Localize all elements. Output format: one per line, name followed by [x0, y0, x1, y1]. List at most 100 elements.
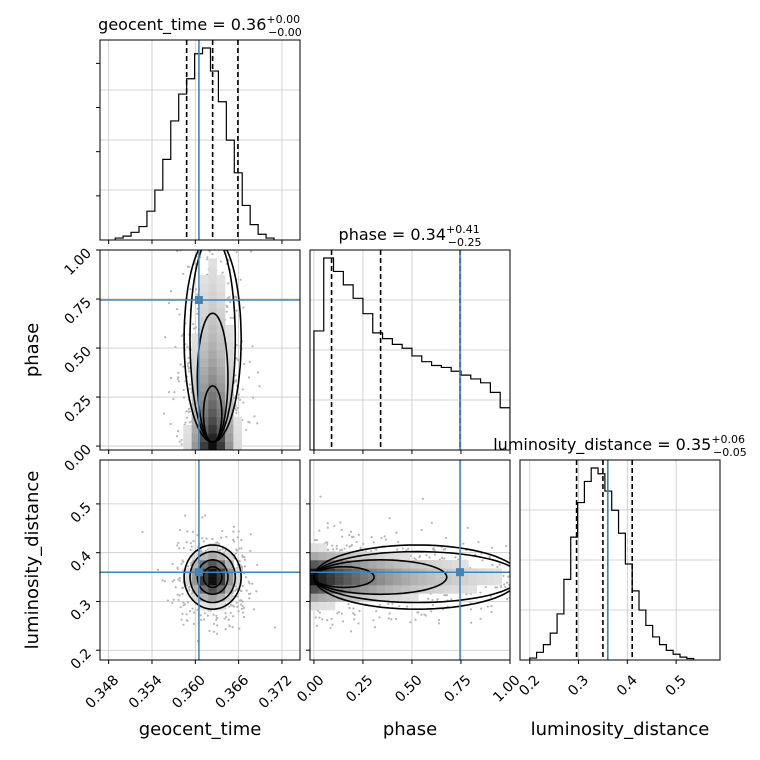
joint-luminosity_distance-vs-phase-point: [506, 581, 509, 584]
joint-luminosity_distance-vs-phase-density-cell: [326, 593, 336, 602]
joint-luminosity_distance-vs-geocent_time-density-cell: [216, 551, 226, 561]
joint-phase-vs-geocent_time-density-cell: [208, 291, 217, 301]
joint-luminosity_distance-vs-phase-density-cell: [368, 585, 377, 594]
joint-phase-vs-geocent_time-point: [168, 391, 171, 394]
joint-luminosity_distance-vs-phase-density-cell: [310, 543, 319, 552]
joint-luminosity_distance-vs-geocent_time-density-cell: [191, 551, 201, 561]
hist-phase-content: [310, 250, 510, 450]
joint-phase-vs-geocent_time-point: [194, 262, 197, 265]
joint-luminosity_distance-vs-geocent_time-point: [166, 599, 169, 602]
joint-luminosity_distance-vs-geocent_time-point: [176, 567, 179, 571]
joint-luminosity_distance-vs-phase-point: [387, 602, 390, 606]
joint-phase-vs-geocent_time-point: [234, 379, 237, 383]
joint-phase-vs-geocent_time-density-cell: [216, 341, 226, 351]
joint-luminosity_distance-vs-phase-point: [318, 529, 321, 532]
joint-luminosity_distance-vs-phase-density-cell: [418, 576, 427, 586]
joint-luminosity_distance-vs-phase-point: [443, 593, 446, 597]
joint-luminosity_distance-vs-geocent_time-point: [238, 627, 241, 630]
joint-luminosity_distance-vs-phase-point: [490, 610, 493, 614]
joint-luminosity_distance-vs-geocent_time-density-cell: [200, 601, 209, 611]
joint-luminosity_distance-vs-phase-point: [337, 611, 341, 614]
x-axis-label-phase: phase: [383, 719, 437, 740]
joint-phase-vs-geocent_time-density-cell: [200, 366, 209, 376]
joint-luminosity_distance-vs-geocent_time-point: [224, 612, 227, 615]
joint-luminosity_distance-vs-phase-border: [309, 459, 511, 661]
joint-luminosity_distance-vs-geocent_time-point: [249, 533, 252, 536]
joint-luminosity_distance-vs-phase-contour-3: [313, 544, 510, 611]
joint-luminosity_distance-vs-geocent_time-point: [141, 530, 144, 534]
joint-luminosity_distance-vs-phase-density-cell: [368, 560, 377, 569]
joint-phase-vs-geocent_time-density-cell: [200, 291, 209, 301]
joint-phase-vs-geocent_time-density-cell: [200, 316, 209, 326]
joint-luminosity_distance-vs-phase-density-cell: [376, 576, 386, 586]
joint-luminosity_distance-vs-phase-point: [480, 607, 483, 610]
joint-luminosity_distance-vs-phase-density-cell: [460, 585, 469, 594]
joint-luminosity_distance-vs-phase-density-cell: [310, 551, 319, 561]
joint-luminosity_distance-vs-geocent_time-point: [232, 615, 235, 618]
joint-phase-vs-geocent_time-density-cell: [208, 441, 217, 450]
joint-luminosity_distance-vs-geocent_time-point: [238, 547, 241, 550]
joint-luminosity_distance-vs-geocent_time-density-cell: [200, 585, 209, 594]
joint-luminosity_distance-vs-geocent_time-point: [248, 597, 251, 600]
joint-luminosity_distance-vs-geocent_time-point: [242, 606, 246, 609]
joint-phase-vs-geocent_time-point: [180, 438, 183, 442]
joint-luminosity_distance-vs-geocent_time-point: [191, 607, 194, 610]
joint-luminosity_distance-vs-phase-point: [481, 559, 484, 562]
joint-luminosity_distance-vs-phase-point: [387, 617, 390, 620]
joint-phase-vs-geocent_time-point: [235, 409, 238, 412]
joint-luminosity_distance-vs-phase-point: [315, 539, 318, 542]
joint-luminosity_distance-vs-geocent_time-point: [186, 530, 189, 533]
joint-luminosity_distance-vs-phase-density-cell: [393, 560, 402, 569]
joint-phase-vs-geocent_time-density-cell: [216, 308, 226, 317]
joint-luminosity_distance-vs-geocent_time-point: [173, 578, 176, 582]
joint-phase-vs-geocent_time-density-cell: [233, 416, 242, 426]
joint-luminosity_distance-vs-phase-density-cell: [435, 585, 444, 594]
joint-luminosity_distance-vs-geocent_time-point: [177, 598, 180, 602]
joint-luminosity_distance-vs-geocent_time-point: [242, 611, 245, 614]
joint-phase-vs-geocent_time-point: [205, 258, 209, 261]
joint-phase-vs-geocent_time-point: [182, 396, 186, 399]
joint-luminosity_distance-vs-phase-point: [430, 610, 433, 613]
joint-luminosity_distance-vs-phase-point: [353, 613, 356, 616]
joint-luminosity_distance-vs-phase-point: [454, 556, 457, 559]
joint-luminosity_distance-vs-phase-point: [433, 548, 436, 552]
joint-luminosity_distance-vs-geocent_time-point: [177, 578, 180, 581]
joint-phase-vs-geocent_time-point: [242, 401, 245, 404]
joint-phase-vs-geocent_time-point: [239, 398, 242, 401]
joint-luminosity_distance-vs-geocent_time-point: [224, 628, 227, 631]
joint-luminosity_distance-vs-phase-xtick-label-0: 0.00: [294, 672, 327, 705]
joint-phase-vs-geocent_time-density-cell: [216, 383, 226, 392]
joint-luminosity_distance-vs-geocent_time-point: [244, 576, 247, 579]
joint-phase-vs-geocent_time-density-cell: [191, 441, 201, 450]
joint-luminosity_distance-vs-geocent_time-point: [212, 630, 216, 633]
joint-luminosity_distance-vs-geocent_time-border: [99, 459, 301, 661]
joint-luminosity_distance-vs-phase-density-cell: [343, 593, 352, 602]
joint-phase-vs-geocent_time-point: [177, 380, 181, 383]
joint-luminosity_distance-vs-phase-point: [314, 538, 317, 542]
joint-luminosity_distance-vs-phase-point: [350, 535, 354, 538]
joint-luminosity_distance-vs-phase-density-cell: [385, 551, 394, 561]
joint-luminosity_distance-vs-phase-density-cell: [476, 576, 486, 586]
joint-phase-vs-geocent_time-density-cell: [208, 375, 217, 384]
joint-luminosity_distance-vs-phase-point: [450, 598, 453, 601]
joint-luminosity_distance-vs-phase-point: [350, 543, 354, 547]
joint-phase-vs-geocent_time-density-cell: [200, 308, 209, 317]
joint-luminosity_distance-vs-geocent_time-point: [228, 605, 231, 608]
joint-luminosity_distance-vs-phase-point: [326, 619, 329, 622]
joint-phase-vs-geocent_time-density-cell: [200, 408, 209, 417]
joint-luminosity_distance-vs-geocent_time-point: [227, 618, 230, 621]
joint-luminosity_distance-vs-phase-point: [380, 536, 383, 540]
joint-luminosity_distance-vs-geocent_time-xtick-label-4: 0.372: [256, 672, 296, 712]
joint-phase-vs-geocent_time-density-cell: [200, 283, 209, 292]
joint-phase-vs-geocent_time-point: [169, 290, 173, 293]
joint-luminosity_distance-vs-phase-density-cell: [360, 585, 369, 594]
joint-phase-vs-geocent_time-point: [232, 316, 235, 319]
joint-luminosity_distance-vs-geocent_time-ytick-label-2: 0.4: [68, 548, 95, 575]
joint-luminosity_distance-vs-geocent_time-point: [255, 590, 258, 593]
joint-luminosity_distance-vs-geocent_time-point: [200, 618, 203, 621]
joint-luminosity_distance-vs-phase-point: [357, 533, 360, 536]
joint-phase-vs-geocent_time-point: [182, 272, 185, 275]
joint-luminosity_distance-vs-phase-point: [503, 583, 506, 586]
joint-phase-vs-geocent_time-point: [164, 336, 167, 339]
